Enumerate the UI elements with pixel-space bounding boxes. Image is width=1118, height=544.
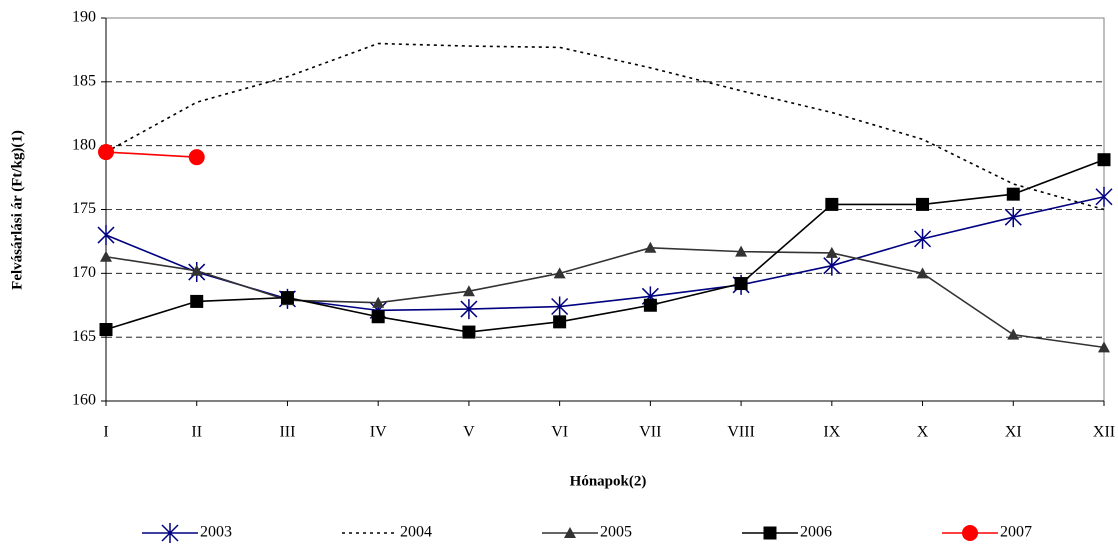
marker: [916, 267, 929, 279]
marker: [564, 527, 576, 538]
series-line: [105, 246, 1105, 349]
marker: [100, 250, 112, 262]
x-tick-label: VII: [639, 424, 661, 441]
marker: [825, 197, 839, 211]
marker: [734, 277, 748, 291]
marker: [190, 264, 203, 276]
series-line: [105, 158, 1105, 333]
series-line: [105, 195, 1105, 312]
marker: [914, 228, 932, 249]
marker: [916, 197, 930, 211]
marker: [643, 298, 657, 312]
marker: [1007, 328, 1020, 340]
x-axis-title: Hónapok(2): [570, 473, 647, 489]
marker: [98, 144, 114, 161]
legend-label: 2003: [200, 524, 232, 541]
x-tick-label: V: [463, 424, 475, 441]
marker: [462, 285, 475, 297]
marker: [97, 225, 115, 246]
series-line: [105, 151, 197, 158]
y-tick-label: 180: [72, 136, 96, 153]
legend-label: 2006: [800, 524, 832, 541]
x-tick-label: X: [917, 424, 929, 441]
marker: [1095, 186, 1113, 207]
plot-border: [105, 17, 1105, 402]
marker: [1098, 341, 1110, 353]
x-tick-label: IX: [823, 424, 840, 441]
y-tick-label: 175: [72, 200, 96, 217]
marker: [735, 245, 748, 257]
y-tick-label: 165: [72, 328, 96, 345]
x-tick-label: XI: [1005, 424, 1022, 441]
marker: [161, 523, 179, 543]
x-tick-label: IV: [370, 424, 387, 441]
marker: [99, 323, 113, 337]
marker: [825, 246, 838, 258]
marker: [823, 255, 841, 276]
y-tick-label: 160: [72, 392, 96, 409]
y-tick-label: 190: [72, 9, 96, 26]
marker: [553, 315, 567, 329]
series-line: [105, 42, 1105, 211]
marker: [553, 267, 566, 279]
marker: [551, 296, 569, 317]
legend-label: 2004: [400, 524, 432, 541]
y-tick-label: 170: [72, 264, 96, 281]
marker: [188, 149, 205, 166]
marker: [763, 526, 777, 540]
x-tick-label: XII: [1093, 424, 1115, 441]
y-axis-title: Felvásárlási ár (Ft/kg)(1): [9, 130, 25, 290]
x-tick-label: I: [103, 424, 108, 441]
marker: [644, 241, 657, 253]
legend-label: 2005: [600, 524, 632, 541]
marker: [1006, 187, 1020, 201]
marker: [280, 291, 294, 305]
x-tick-label: VIII: [727, 424, 755, 441]
marker: [190, 294, 204, 308]
marker: [371, 310, 385, 324]
marker: [462, 325, 476, 339]
marker: [1097, 153, 1111, 167]
marker: [1004, 207, 1022, 228]
x-tick-label: III: [279, 424, 295, 441]
y-tick-label: 185: [72, 73, 96, 90]
marker: [962, 525, 978, 541]
x-tick-label: II: [191, 424, 202, 441]
marker: [372, 296, 385, 308]
legend-label: 2007: [1000, 524, 1032, 541]
marker: [460, 299, 478, 320]
x-tick-label: VI: [551, 424, 568, 441]
